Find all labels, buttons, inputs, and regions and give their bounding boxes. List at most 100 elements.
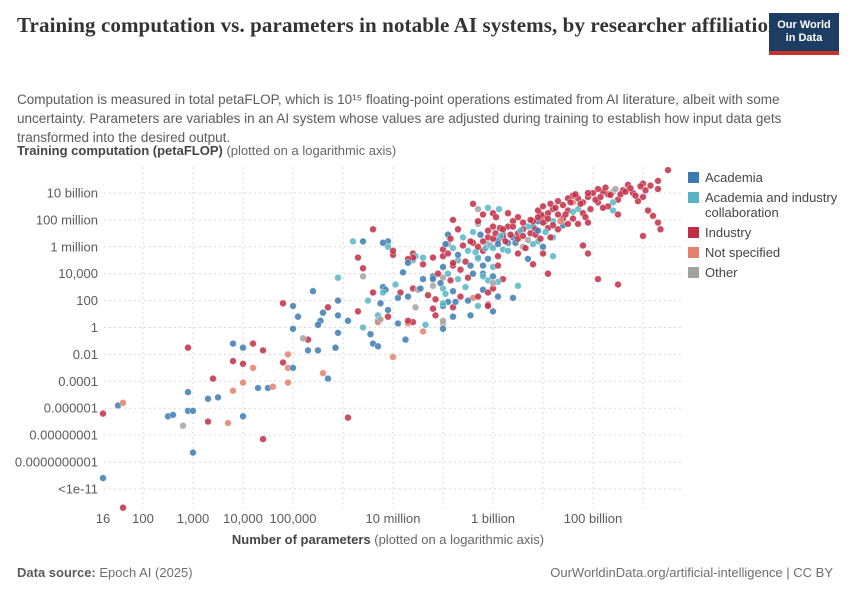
data-point[interactable] xyxy=(489,244,497,252)
data-point[interactable] xyxy=(289,325,297,333)
data-point[interactable] xyxy=(539,249,547,258)
data-point[interactable] xyxy=(334,329,342,337)
data-point[interactable] xyxy=(284,378,292,387)
data-point[interactable] xyxy=(376,299,385,308)
data-point[interactable] xyxy=(614,210,622,219)
data-point[interactable] xyxy=(334,296,342,305)
data-point[interactable] xyxy=(446,276,455,285)
data-point[interactable] xyxy=(459,233,467,242)
data-point[interactable] xyxy=(644,206,652,215)
data-point[interactable] xyxy=(494,252,502,260)
data-point[interactable] xyxy=(494,292,502,301)
data-point[interactable] xyxy=(239,412,247,421)
data-point[interactable] xyxy=(99,474,107,482)
data-point[interactable] xyxy=(464,273,472,282)
data-point[interactable] xyxy=(664,166,672,174)
data-point[interactable] xyxy=(254,384,262,392)
data-point[interactable] xyxy=(474,217,482,225)
data-point[interactable] xyxy=(431,295,440,304)
data-point[interactable] xyxy=(489,222,497,231)
data-point[interactable] xyxy=(456,292,465,301)
data-point[interactable] xyxy=(469,228,477,236)
data-point[interactable] xyxy=(374,342,382,351)
data-point[interactable] xyxy=(494,240,502,248)
data-point[interactable] xyxy=(444,269,452,278)
data-point[interactable] xyxy=(476,230,485,239)
data-point[interactable] xyxy=(599,204,607,212)
data-point[interactable] xyxy=(469,200,477,208)
data-point[interactable] xyxy=(484,302,492,310)
data-point[interactable] xyxy=(654,218,662,227)
data-point[interactable] xyxy=(495,205,503,213)
data-point[interactable] xyxy=(314,321,322,329)
data-point[interactable] xyxy=(399,268,407,277)
data-point[interactable] xyxy=(444,249,452,258)
data-point[interactable] xyxy=(506,230,515,239)
data-point[interactable] xyxy=(539,218,547,227)
data-point[interactable] xyxy=(239,343,247,352)
data-point[interactable] xyxy=(504,247,512,255)
data-point[interactable] xyxy=(401,335,410,344)
legend-item-other[interactable]: Other xyxy=(688,265,840,280)
data-point[interactable] xyxy=(546,233,555,242)
data-point[interactable] xyxy=(519,232,527,240)
data-point[interactable] xyxy=(289,364,297,372)
data-point[interactable] xyxy=(514,249,522,258)
data-point[interactable] xyxy=(514,282,522,290)
data-point[interactable] xyxy=(436,279,445,287)
data-point[interactable] xyxy=(279,358,287,367)
data-point[interactable] xyxy=(384,306,392,314)
data-point[interactable] xyxy=(479,237,487,246)
data-point[interactable] xyxy=(524,236,532,244)
data-point[interactable] xyxy=(521,244,530,252)
data-point[interactable] xyxy=(544,269,552,278)
data-point[interactable] xyxy=(549,252,557,260)
data-point[interactable] xyxy=(376,315,385,324)
owid-logo[interactable]: Our World in Data xyxy=(769,13,839,55)
data-point[interactable] xyxy=(419,327,427,336)
data-point[interactable] xyxy=(584,249,592,258)
data-point[interactable] xyxy=(614,280,622,289)
data-point[interactable] xyxy=(184,343,192,352)
data-point[interactable] xyxy=(379,239,387,247)
data-point[interactable] xyxy=(529,240,537,248)
data-point[interactable] xyxy=(556,217,565,225)
data-point[interactable] xyxy=(239,360,247,368)
data-point[interactable] xyxy=(359,237,367,246)
data-point[interactable] xyxy=(509,222,517,231)
data-point[interactable] xyxy=(529,260,537,269)
data-point[interactable] xyxy=(539,243,547,251)
data-point[interactable] xyxy=(484,204,492,212)
data-point[interactable] xyxy=(429,253,437,262)
data-point[interactable] xyxy=(566,198,575,207)
data-point[interactable] xyxy=(489,272,497,281)
data-point[interactable] xyxy=(429,275,437,283)
data-point[interactable] xyxy=(384,312,392,321)
data-point[interactable] xyxy=(631,191,640,200)
data-point[interactable] xyxy=(534,206,542,215)
data-point[interactable] xyxy=(449,259,457,267)
data-point[interactable] xyxy=(569,208,577,216)
data-point[interactable] xyxy=(554,197,562,205)
data-point[interactable] xyxy=(449,312,457,321)
data-point[interactable] xyxy=(384,243,392,251)
data-point[interactable] xyxy=(324,374,332,383)
data-point[interactable] xyxy=(526,216,535,224)
data-point[interactable] xyxy=(539,202,547,211)
data-point[interactable] xyxy=(466,261,475,270)
data-point[interactable] xyxy=(404,292,412,301)
data-point[interactable] xyxy=(564,220,572,228)
data-point[interactable] xyxy=(229,357,237,365)
data-point[interactable] xyxy=(456,265,465,274)
data-point[interactable] xyxy=(594,275,602,283)
legend-item-academia[interactable]: Academia xyxy=(688,170,840,185)
data-point[interactable] xyxy=(419,253,427,262)
data-point[interactable] xyxy=(461,283,470,291)
data-point[interactable] xyxy=(609,198,617,207)
data-point[interactable] xyxy=(364,296,372,305)
data-point[interactable] xyxy=(559,201,567,209)
data-point[interactable] xyxy=(379,288,387,297)
data-point[interactable] xyxy=(484,288,492,297)
data-point[interactable] xyxy=(369,225,377,234)
data-point[interactable] xyxy=(469,269,477,278)
